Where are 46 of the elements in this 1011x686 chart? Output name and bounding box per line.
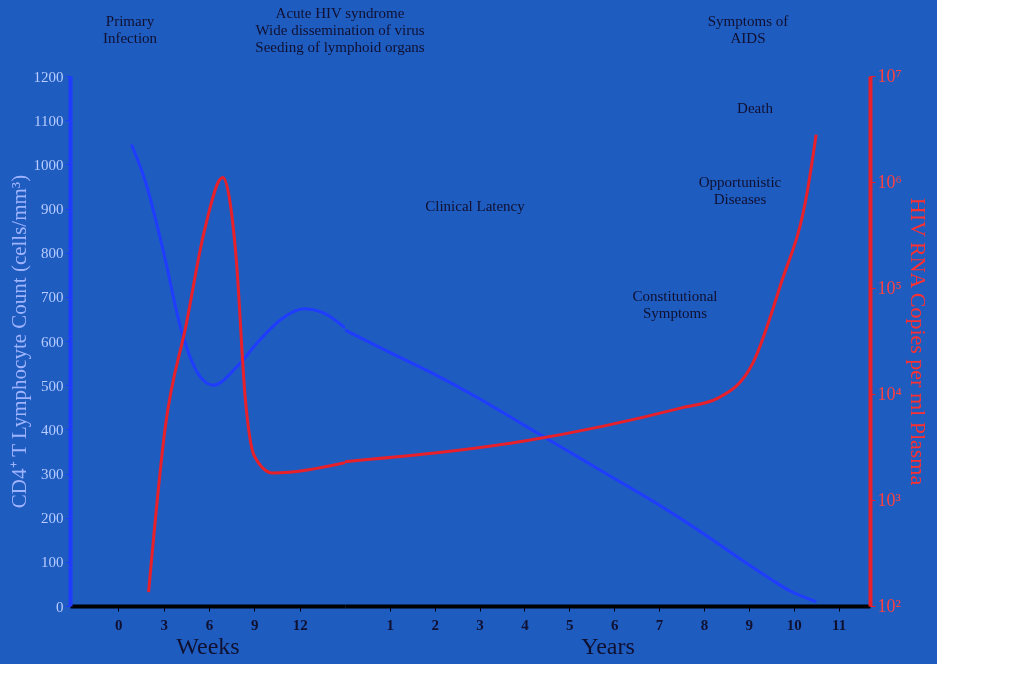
y-axis-title: CD4⁺ T Lymphocyte Count (cells/mm³) bbox=[6, 174, 31, 509]
y-tick-label: 100 bbox=[41, 554, 64, 571]
y-tick-label: 1100 bbox=[34, 112, 64, 129]
annotation: Opportunistic Diseases bbox=[698, 174, 782, 207]
text: Acute HIV syndrome Wide dissemination of virus Seeding of lymphoid organs bbox=[255, 5, 425, 55]
x-tick-label: 3 bbox=[476, 616, 484, 633]
y-tick-label: 200 bbox=[41, 510, 64, 527]
x-tick-label: 5 bbox=[566, 616, 574, 633]
y2-tick-label: 10⁵ bbox=[877, 277, 902, 298]
x-tick-label: 8 bbox=[700, 616, 709, 633]
y-tick-label: 600 bbox=[41, 333, 64, 350]
y2-tick-label: 10⁷ bbox=[877, 65, 902, 86]
x-tick-label: 6 bbox=[610, 616, 619, 633]
x-tick-label: 9 bbox=[745, 616, 754, 633]
y-tick-label: 500 bbox=[41, 377, 64, 394]
text: Symptoms of AIDS bbox=[707, 13, 789, 46]
x-tick-label: 10 bbox=[786, 616, 802, 633]
y-tick-label: 900 bbox=[41, 201, 64, 217]
x-tick-label: 7 bbox=[655, 616, 664, 633]
x-tick-label: 6 bbox=[205, 616, 214, 633]
y-tick-label: 800 bbox=[41, 245, 64, 262]
y2-tick-label: 10⁶ bbox=[877, 171, 902, 192]
x-tick-label: 0 bbox=[115, 616, 123, 633]
annotation: Constitutional Symptoms bbox=[632, 288, 718, 321]
annotation: Clinical Latency bbox=[425, 198, 526, 214]
x-tick-label: 12 bbox=[292, 616, 308, 633]
x-axis-title: Weeks bbox=[176, 632, 240, 659]
annotation: Death bbox=[737, 100, 774, 116]
x-tick-label: 2 bbox=[431, 616, 439, 633]
y-tick-label: 700 bbox=[41, 289, 64, 306]
y2-tick-label: 10² bbox=[877, 595, 901, 616]
text: Primary Infection bbox=[102, 13, 158, 46]
y-tick-label: 1000 bbox=[33, 156, 64, 173]
y-tick-label: 0 bbox=[56, 598, 64, 615]
x-tick-label: 1 bbox=[386, 616, 395, 633]
x-tick-label: 11 bbox=[832, 616, 847, 633]
y-tick-label: 300 bbox=[41, 466, 64, 482]
x-tick-label: 4 bbox=[521, 616, 530, 633]
x-tick-label: 9 bbox=[251, 616, 259, 633]
y2-axis-title: HIV RNA Copies per ml Plasma bbox=[905, 197, 931, 486]
y2-tick-label: 10⁴ bbox=[877, 383, 902, 404]
y-tick-label: 400 bbox=[41, 421, 64, 438]
x-axis-title: Years bbox=[581, 632, 635, 659]
y-tick-label: 1200 bbox=[33, 68, 64, 85]
x-tick-label: 3 bbox=[160, 616, 168, 633]
y2-tick-label: 10³ bbox=[877, 489, 902, 510]
